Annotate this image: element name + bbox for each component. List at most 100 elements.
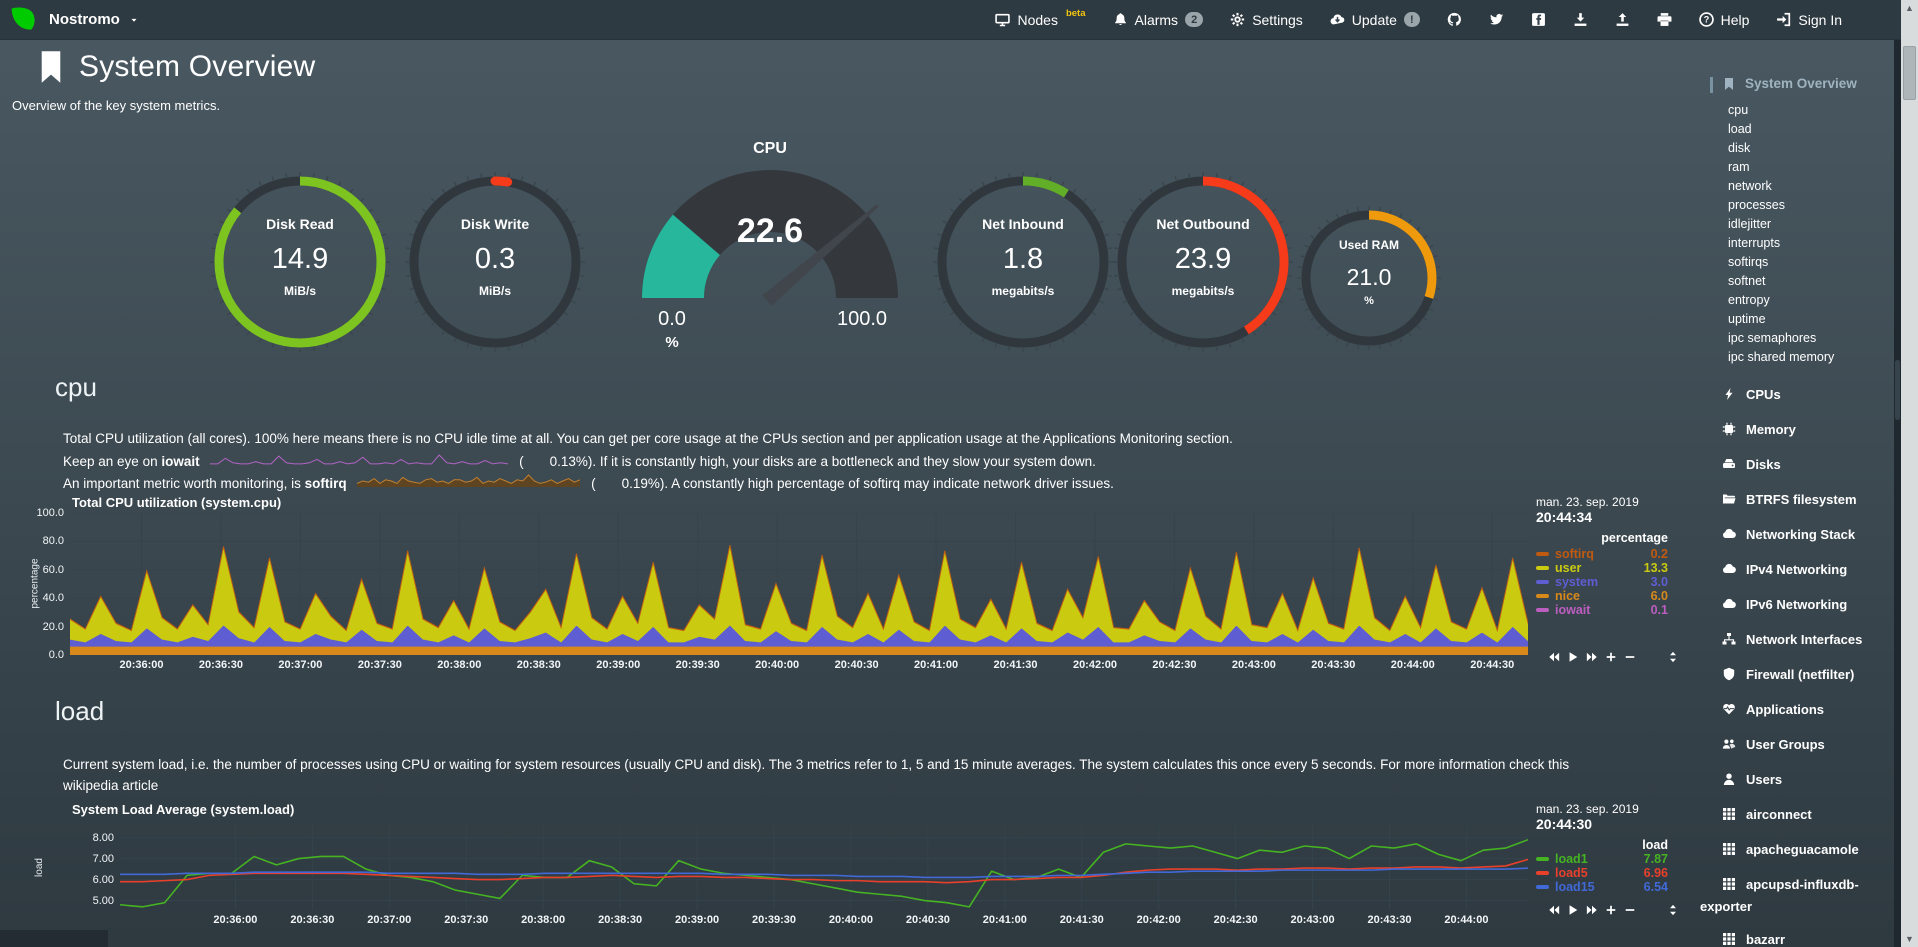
chart-resize-button[interactable] [1667, 904, 1679, 916]
chart-pan-forward-button[interactable] [1586, 651, 1598, 663]
nav-alarms-label: Alarms [1134, 11, 1179, 28]
nav-print-button[interactable] [1657, 12, 1672, 27]
sidebar-subitem-entropy[interactable]: entropy [1728, 293, 1770, 307]
sidebar-item-users[interactable]: Users [1700, 770, 1886, 792]
hostname-menu[interactable]: Nostromo [49, 11, 139, 28]
chart-pan-backward-button[interactable] [1548, 904, 1560, 916]
sidebar-item-system-overview[interactable]: System Overview [1722, 76, 1886, 91]
chart-pan-backward-button[interactable] [1548, 651, 1560, 663]
page-scrollbar-thumb[interactable] [1903, 46, 1916, 100]
sidebar-subitem-processes[interactable]: processes [1728, 198, 1785, 212]
sidebar-subitem-cpu[interactable]: cpu [1728, 103, 1749, 117]
nav-settings-button[interactable]: Settings [1230, 12, 1303, 28]
chart-zoom-in-button[interactable] [1605, 904, 1617, 916]
legend-item-load15[interactable]: load15 6.54 [1536, 880, 1668, 894]
grid-icon [1723, 843, 1735, 855]
sidebar-subitem-softirqs[interactable]: softirqs [1728, 255, 1769, 269]
sidebar-item-cpus[interactable]: CPUs [1700, 385, 1886, 407]
page-header: System Overview [38, 50, 315, 84]
iowait-sparkline[interactable] [209, 451, 509, 474]
sidebar-scrollbar[interactable] [1894, 40, 1901, 947]
sidebar-item-apcupsd-influxdb-exporter[interactable]: apcupsd-influxdb-exporter [1700, 875, 1886, 917]
sidebar-item-network-interfaces[interactable]: Network Interfaces [1700, 630, 1886, 652]
legend-item-load5[interactable]: load5 6.96 [1536, 866, 1668, 880]
chart-play-button[interactable] [1567, 904, 1579, 916]
sidebar-item-airconnect[interactable]: airconnect [1700, 805, 1886, 827]
sidebar-subitem-network[interactable]: network [1728, 179, 1772, 193]
softirq-sparkline[interactable] [356, 473, 581, 496]
gauge-cpu[interactable]: CPU 22.6 0.0 100.0% [630, 140, 910, 380]
chart-resize-button[interactable] [1667, 651, 1679, 663]
sidebar-scrollbar-thumb[interactable] [1895, 360, 1900, 420]
legend-item-iowait[interactable]: iowait 0.1 [1536, 603, 1668, 617]
legend-item-nice[interactable]: nice 6.0 [1536, 589, 1668, 603]
sidebar-subitem-ipc-semaphores[interactable]: ipc semaphores [1728, 331, 1817, 345]
zoom-out-icon [1625, 909, 1635, 911]
cloud-download-icon [1330, 14, 1345, 25]
gauge-net-outbound[interactable]: Net Outbound 23.9 megabits/s [1110, 169, 1296, 355]
pan-backward-icon [1549, 652, 1560, 662]
nav-github-button[interactable] [1447, 12, 1462, 27]
legend-value: 3.0 [1650, 575, 1668, 589]
gauge-disk-write[interactable]: Disk Write 0.3 MiB/s [402, 169, 588, 355]
nav-download-button[interactable] [1573, 12, 1588, 27]
x-tick-label: 20:41:30 [1059, 914, 1104, 926]
sidebar-subitem-interrupts[interactable]: interrupts [1728, 236, 1781, 250]
scroll-up-arrow[interactable]: ▲ [1905, 3, 1914, 13]
sidebar-item-applications[interactable]: Applications [1700, 700, 1886, 722]
sidebar-subitem-load[interactable]: load [1728, 122, 1752, 136]
sidebar-item-networking-stack[interactable]: Networking Stack [1700, 525, 1886, 547]
bookmark-icon [41, 51, 61, 83]
nav-twitter-button[interactable] [1489, 12, 1504, 27]
chart-plot-area[interactable] [119, 825, 1529, 910]
nav-update-button[interactable]: Update! [1330, 12, 1420, 28]
scroll-down-arrow[interactable]: ▼ [1905, 934, 1914, 944]
legend-item-load1[interactable]: load1 7.87 [1536, 852, 1668, 866]
nav-help-button[interactable]: ? Help [1698, 12, 1749, 28]
netdata-logo-icon[interactable] [10, 6, 37, 33]
sidebar-subitem-softnet[interactable]: softnet [1728, 274, 1766, 288]
nav-facebook-button[interactable] [1531, 12, 1546, 27]
nav-nodes-button[interactable]: Nodes beta [995, 8, 1086, 28]
gauge-net-inbound[interactable]: Net Inbound 1.8 megabits/s [930, 169, 1116, 355]
gauge-units: MiB/s [478, 284, 511, 298]
sidebar-item-ipv4-networking[interactable]: IPv4 Networking [1700, 560, 1886, 582]
sidebar-item-memory[interactable]: Memory [1700, 420, 1886, 442]
sidebar-item-bazarr[interactable]: bazarr [1700, 930, 1886, 947]
sidebar-item-user-groups[interactable]: User Groups [1700, 735, 1886, 757]
sidebar-subitem-uptime[interactable]: uptime [1728, 312, 1766, 326]
gauge-disk-read[interactable]: Disk Read 14.9 MiB/s [207, 169, 393, 355]
sidebar-item-ipv6-networking[interactable]: IPv6 Networking [1700, 595, 1886, 617]
chart-zoom-in-button[interactable] [1605, 651, 1617, 663]
sidebar-item-label: airconnect [1746, 807, 1812, 822]
upload-icon [1616, 13, 1629, 26]
nav-upload-button[interactable] [1615, 12, 1630, 27]
legend-item-system[interactable]: system 3.0 [1536, 575, 1668, 589]
section-heading-cpu: cpu [55, 372, 97, 402]
sidebar-item-disks[interactable]: Disks [1700, 455, 1886, 477]
sidebar-subitem-idlejitter[interactable]: idlejitter [1728, 217, 1772, 231]
legend-item-softirq[interactable]: softirq 0.2 [1536, 547, 1668, 561]
chart-play-button[interactable] [1567, 651, 1579, 663]
legend-item-user[interactable]: user 13.3 [1536, 561, 1668, 575]
nav-update-badge: ! [1403, 12, 1420, 27]
nav-signin-button[interactable]: Sign In [1776, 12, 1842, 28]
chart-pan-forward-button[interactable] [1586, 904, 1598, 916]
gauge-used-ram[interactable]: Used RAM 21.0% [1294, 203, 1444, 353]
sidebar-item-firewall-netfilter-[interactable]: Firewall (netfilter) [1700, 665, 1886, 687]
legend-value: 7.87 [1643, 852, 1668, 866]
sidebar-item-apacheguacamole[interactable]: apacheguacamole [1700, 840, 1886, 862]
legend-swatch [1536, 608, 1549, 612]
page-scrollbar[interactable]: ▲ ▼ [1901, 0, 1918, 947]
sidebar-subitem-disk[interactable]: disk [1728, 141, 1751, 155]
sidebar-item-btrfs-filesystem[interactable]: BTRFS filesystem [1700, 490, 1886, 512]
wikipedia-article-link[interactable]: wikipedia article [63, 778, 159, 793]
sidebar-subitem-ram[interactable]: ram [1728, 160, 1750, 174]
chart-title: Total CPU utilization (system.cpu) [72, 495, 282, 510]
chart-plot-area[interactable] [69, 512, 1529, 656]
caret-down-icon [131, 18, 137, 22]
sidebar-subitem-ipc-shared-memory[interactable]: ipc shared memory [1728, 350, 1835, 364]
chart-zoom-out-button[interactable] [1624, 904, 1636, 916]
chart-zoom-out-button[interactable] [1624, 651, 1636, 663]
nav-alarms-button[interactable]: Alarms 2 [1113, 12, 1204, 28]
